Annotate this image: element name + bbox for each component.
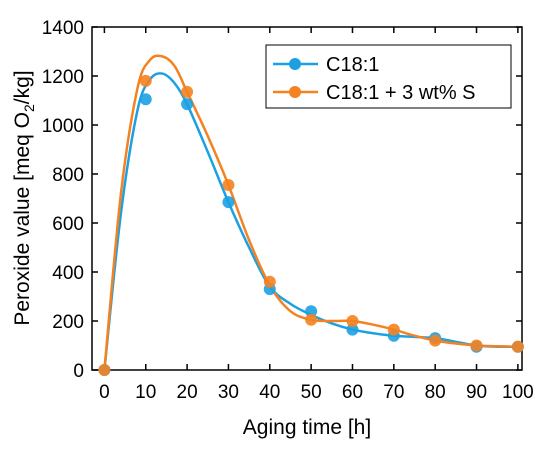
x-tick-label: 40 [259, 382, 280, 403]
data-point-series-0 [181, 98, 194, 111]
data-point-series-1 [222, 179, 235, 192]
x-tick-label: 70 [383, 382, 404, 403]
legend-label-c181: C18:1 [326, 54, 379, 76]
data-point-series-1 [387, 323, 400, 336]
legend: C18:1 C18:1 + 3 wt% S [265, 44, 512, 109]
data-point-series-1 [470, 339, 483, 352]
data-point-series-1 [263, 275, 276, 288]
y-tick-label: 800 [52, 165, 84, 186]
data-point-series-0 [346, 323, 359, 336]
y-axis-title: Peroxide value [meq O2/kg] [11, 70, 37, 325]
data-point-series-1 [429, 334, 442, 347]
axis-ticks: 0 10 20 30 40 50 60 70 80 90 100020040060080010001… [42, 18, 534, 403]
legend-label-c181-s: C18:1 + 3 wt% S [326, 82, 476, 104]
data-point-series-1 [181, 85, 194, 98]
x-tick-label: 60 [342, 382, 363, 403]
data-point-series-0 [305, 305, 318, 318]
data-point-series-1 [511, 340, 524, 353]
x-tick-label: 30 [218, 382, 239, 403]
y-tick-label: 0 [73, 361, 84, 382]
y-tick-label: 200 [52, 312, 84, 333]
y-axis-title-subscript: 2 [21, 104, 37, 112]
x-axis-title: Aging time [h] [243, 416, 371, 439]
x-tick-label: 10 [135, 382, 156, 403]
y-tick-label: 400 [52, 263, 84, 284]
y-axis-title-suffix: /kg] [11, 70, 34, 104]
data-point-series-1 [98, 364, 111, 376]
legend-marker-c181-s [289, 86, 301, 98]
legend-marker-c181 [289, 58, 301, 70]
x-tick-label: 100 [502, 382, 534, 403]
x-tick-label: 90 [466, 382, 487, 403]
data-point-series-1 [139, 74, 152, 87]
data-point-series-1 [346, 315, 359, 327]
y-tick-label: 600 [52, 214, 84, 235]
x-tick-label: 50 [301, 382, 322, 403]
data-point-series-0 [222, 196, 235, 209]
x-tick-label: 0 [99, 382, 110, 403]
y-tick-label: 1200 [42, 67, 84, 88]
y-tick-label: 1400 [42, 18, 84, 39]
x-tick-label: 80 [425, 382, 446, 403]
legend-box [265, 44, 512, 109]
data-point-series-1 [305, 313, 318, 326]
y-axis-title-prefix: Peroxide value [meq O [11, 112, 34, 326]
data-point-series-0 [139, 93, 152, 106]
x-tick-label: 20 [177, 382, 198, 403]
y-tick-label: 1000 [42, 116, 84, 137]
data-markers [98, 74, 524, 376]
